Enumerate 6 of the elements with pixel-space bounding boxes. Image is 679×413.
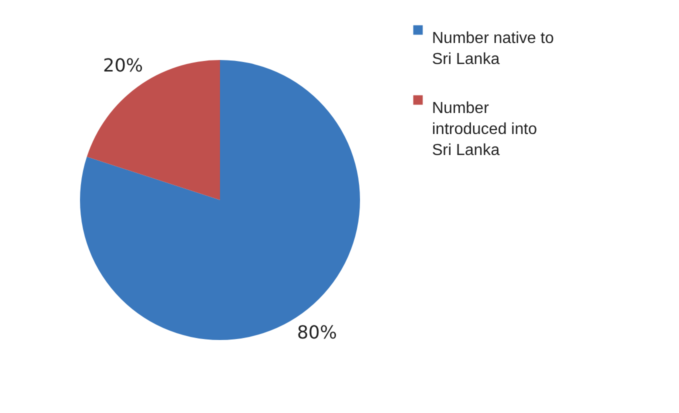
legend-label: Number native to Sri Lanka xyxy=(432,30,554,68)
data-label: 80% xyxy=(296,322,337,344)
pie-slice xyxy=(86,60,220,200)
legend-label: Number introduced into Sri Lanka xyxy=(432,100,538,159)
data-label: 20% xyxy=(103,56,144,77)
pie-slice xyxy=(80,60,360,340)
